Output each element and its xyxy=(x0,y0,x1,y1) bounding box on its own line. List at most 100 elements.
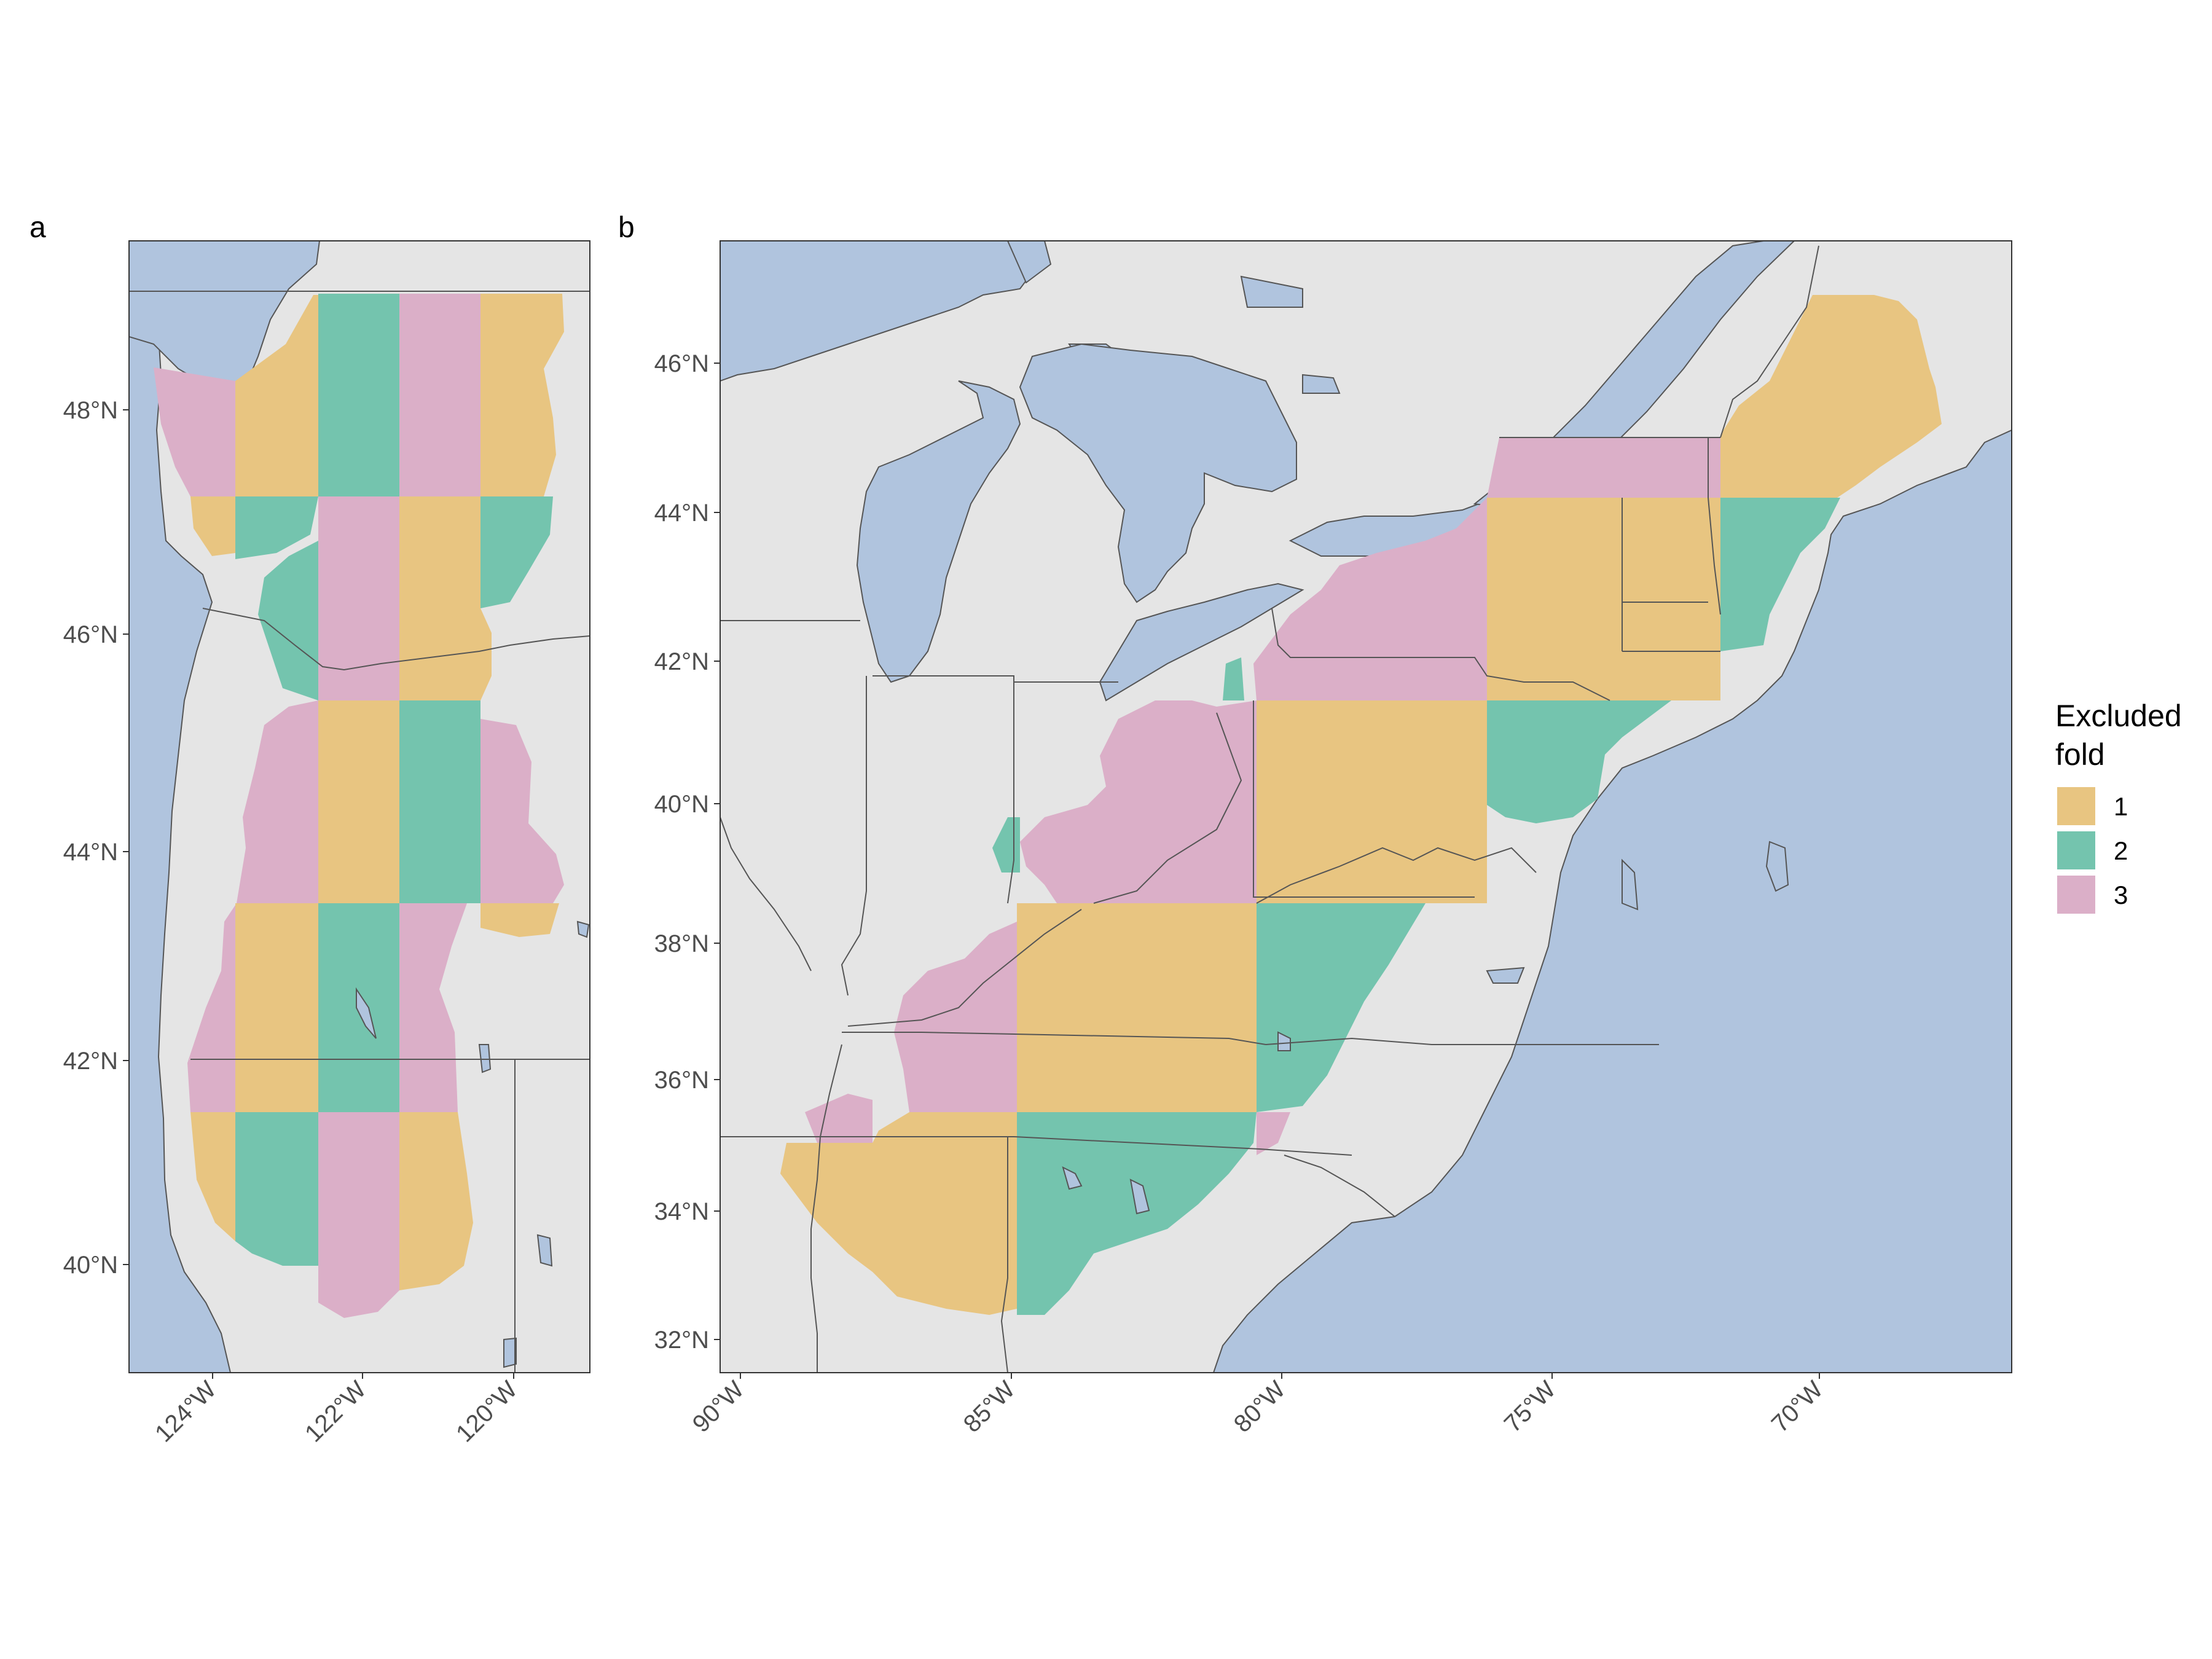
panel-b-ny-pa-border xyxy=(1271,608,1610,701)
legend-label-2: 2 xyxy=(2114,836,2128,865)
lat-tick-label: 48°N xyxy=(63,397,118,424)
panel-b-va-nc-border xyxy=(1265,1037,1659,1045)
panel-b-lake xyxy=(1277,1031,1291,1051)
lat-tick-label: 40°N xyxy=(63,1252,118,1279)
fold-cell xyxy=(480,719,564,903)
panel-a-lake xyxy=(536,1234,553,1267)
fold-cell xyxy=(258,541,318,700)
panel-b-maine-border xyxy=(1720,245,1819,438)
panel-a-wa-or-border xyxy=(202,608,590,671)
lat-tick-label: 38°N xyxy=(654,930,709,957)
legend-swatch-2 xyxy=(2057,831,2095,869)
legend-title-line1: Excluded xyxy=(2055,699,2182,733)
panel-b-ohio-river xyxy=(847,909,1082,1027)
panel-a: a xyxy=(29,211,590,1448)
lon-tick-label: 70°W xyxy=(1767,1376,1829,1438)
panel-b-atlantic-ocean xyxy=(1212,429,2012,1373)
panel-b-frame xyxy=(720,240,2012,1373)
panel-b-tn-south-border xyxy=(720,1136,1352,1156)
lon-tick-label: 120°W xyxy=(451,1376,522,1447)
lat-tick-label: 44°N xyxy=(63,839,118,866)
lat-tick-label: 32°N xyxy=(654,1327,709,1354)
panel-b-chesapeake-part xyxy=(1765,841,1789,892)
panel-b-lake-erie xyxy=(1099,582,1304,702)
lat-tick-label: 40°N xyxy=(654,791,709,818)
panel-a-map xyxy=(129,241,590,1373)
panel-b-lake-michigan xyxy=(856,380,1021,683)
panel-a-frame xyxy=(128,240,590,1373)
fold-cell xyxy=(154,367,235,496)
panel-b-in-border xyxy=(873,675,1014,904)
fold-cell xyxy=(1253,498,1487,700)
legend: Excluded fold 1 2 3 xyxy=(2055,699,2182,916)
lat-tick-label: 46°N xyxy=(63,621,118,648)
legend-items: 1 2 3 xyxy=(2055,785,2128,916)
lon-tick-label: 90°W xyxy=(688,1376,750,1438)
panel-b-ky-tn-border xyxy=(842,1032,1266,1045)
panel-a-crater-lake xyxy=(356,987,377,1039)
panel-b-label: b xyxy=(618,211,635,244)
fold-cell xyxy=(235,295,318,496)
fold-cell xyxy=(780,1112,1017,1315)
fold-cell xyxy=(894,922,1017,1112)
fold-cell xyxy=(1720,295,1942,498)
legend-swatch-3 xyxy=(2057,876,2095,914)
panel-a-lake xyxy=(503,1337,517,1368)
legend-label-1: 1 xyxy=(2114,792,2128,821)
fold-cell xyxy=(480,294,564,496)
fold-cell xyxy=(1720,498,1840,651)
panel-b-bay xyxy=(1622,858,1639,911)
panel-a-lake xyxy=(478,1044,492,1073)
fold-cell xyxy=(1257,817,1487,903)
panel-b-lake xyxy=(1486,967,1525,984)
fold-cell xyxy=(235,903,318,1112)
lon-tick-label: 122°W xyxy=(300,1376,371,1447)
lon-tick-label: 85°W xyxy=(959,1376,1021,1438)
panel-b-pa-border xyxy=(1253,700,1475,898)
fold-cell xyxy=(235,1112,318,1266)
fold-cell xyxy=(1487,700,1610,823)
fold-cell xyxy=(1487,437,1720,498)
panel-b-lake xyxy=(1302,374,1341,394)
panel-b-lake xyxy=(1129,1179,1150,1215)
legend-label-3: 3 xyxy=(2114,880,2128,909)
fold-cell xyxy=(399,700,480,903)
panel-a-lake xyxy=(576,920,590,938)
legend-title-line2: fold xyxy=(2055,737,2105,772)
panel-b-lake xyxy=(1240,275,1303,308)
fold-cell xyxy=(318,700,399,903)
panel-b-ms-al-border xyxy=(810,1044,842,1373)
panel-b: b xyxy=(618,211,2012,1438)
panel-b-borders xyxy=(720,245,1819,1373)
panel-b-map xyxy=(720,241,2012,1373)
panel-b-al-ga-border xyxy=(1000,1137,1008,1373)
fold-cell xyxy=(190,1112,235,1241)
fold-cell xyxy=(318,496,399,700)
fold-cell xyxy=(1257,903,1426,1112)
lon-tick-label: 75°W xyxy=(1499,1376,1561,1438)
fold-cell xyxy=(318,294,399,496)
lat-tick-label: 46°N xyxy=(654,350,709,377)
lat-tick-label: 36°N xyxy=(654,1067,709,1094)
lat-tick-label: 42°N xyxy=(63,1048,118,1075)
fold-cell xyxy=(1257,1112,1290,1155)
lon-tick-label: 80°W xyxy=(1229,1376,1291,1438)
lon-tick-label: 124°W xyxy=(150,1376,221,1447)
fold-cell xyxy=(1223,657,1244,700)
fold-cell xyxy=(480,496,553,608)
lat-tick-label: 34°N xyxy=(654,1198,709,1225)
panel-a-folds xyxy=(154,294,564,1318)
panel-b-oh-wv-border xyxy=(1093,712,1242,904)
fold-cell xyxy=(399,294,480,496)
panel-b-mississippi xyxy=(720,817,812,971)
fold-cell xyxy=(445,608,492,700)
fold-cell xyxy=(1020,700,1257,903)
panel-b-vt-nh-border xyxy=(1708,437,1721,615)
fold-cell xyxy=(237,700,318,903)
panel-a-pacific-ocean xyxy=(129,331,232,1373)
fold-cell xyxy=(1017,903,1257,1112)
fold-cell xyxy=(318,1112,399,1318)
panel-b-il-in-border xyxy=(841,676,867,996)
fold-cell xyxy=(1487,498,1720,700)
